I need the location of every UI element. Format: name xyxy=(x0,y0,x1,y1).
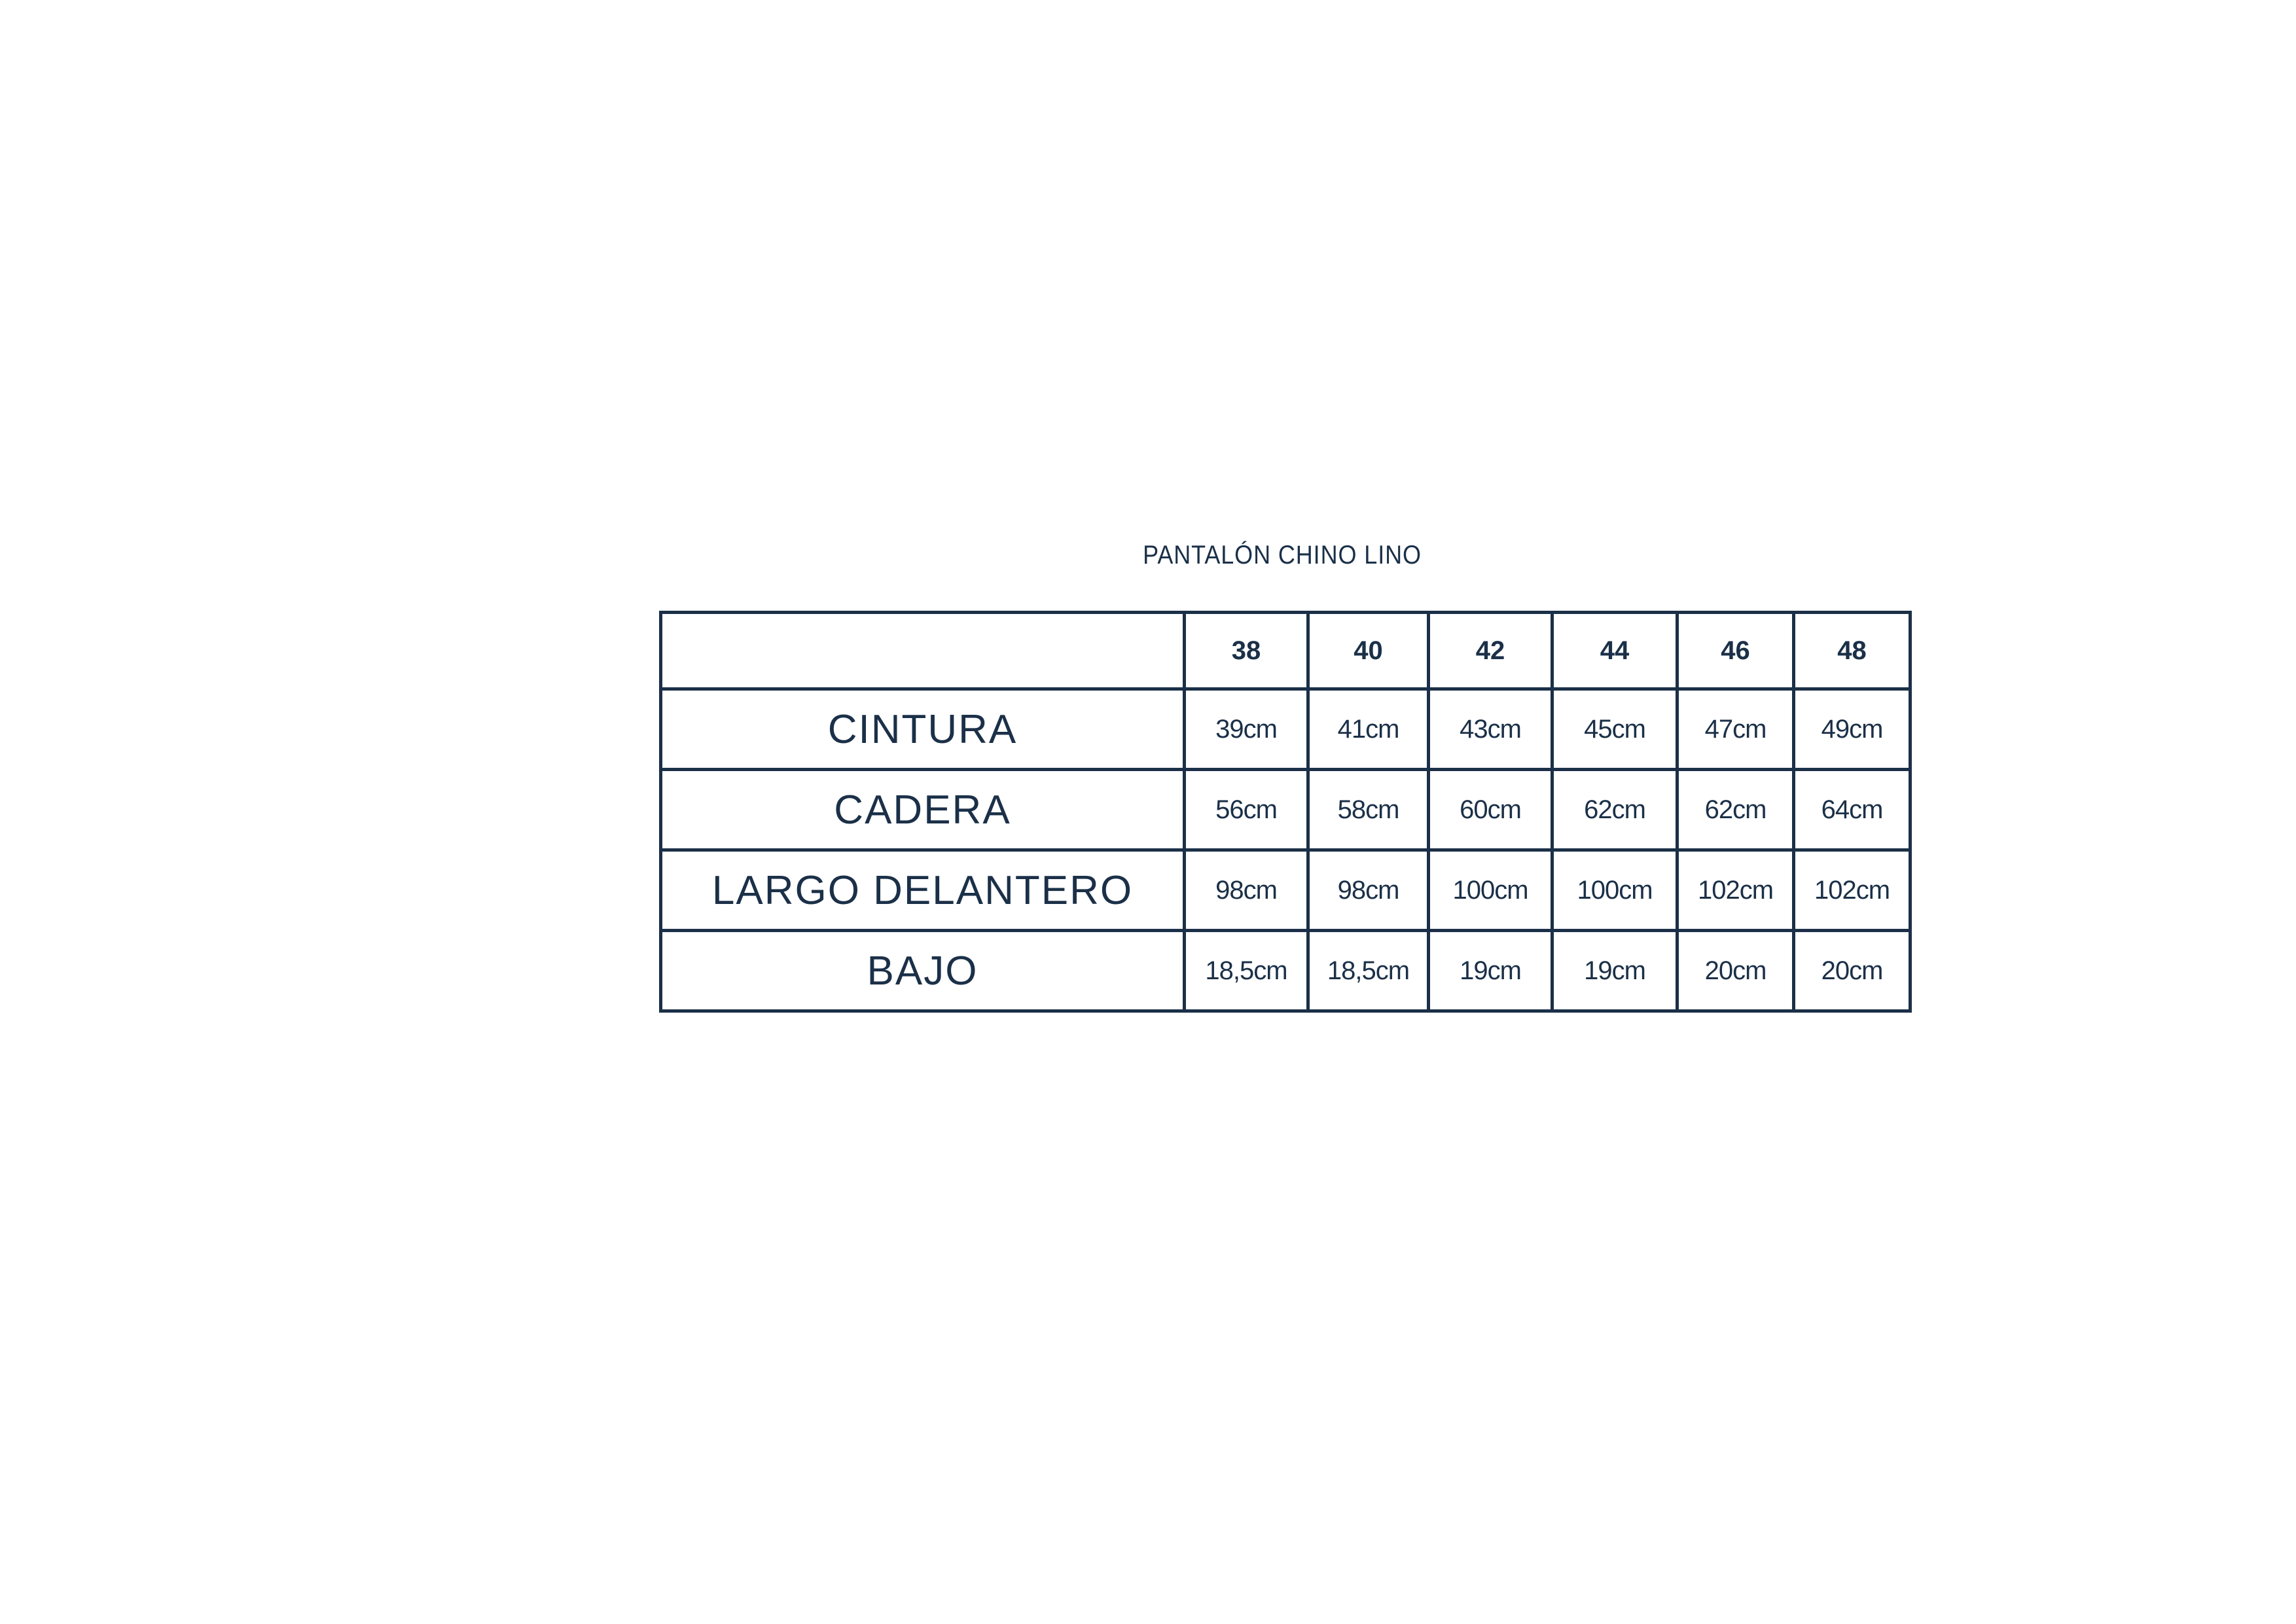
size-header: 40 xyxy=(1306,611,1430,691)
table-row: CADERA 56cm 58cm 60cm 62cm 62cm 64cm xyxy=(659,768,1912,852)
measurement-value: 18,5cm xyxy=(1183,929,1310,1013)
size-header: 46 xyxy=(1676,611,1795,691)
size-chart-table: 38 40 42 44 46 48 CINTURA 39cm 41cm 43cm 45c… xyxy=(659,611,1912,1013)
header-row: 38 40 42 44 46 48 xyxy=(659,611,1912,691)
measurement-label: CADERA xyxy=(659,768,1186,852)
measurement-value: 43cm xyxy=(1427,687,1554,771)
measurement-value: 64cm xyxy=(1792,768,1912,852)
size-header: 38 xyxy=(1183,611,1310,691)
measurement-value: 39cm xyxy=(1183,687,1310,771)
page-title: PANTALÓN CHINO LINO xyxy=(1143,541,1422,569)
table-row: BAJO 18,5cm 18,5cm 19cm 19cm 20cm 20cm xyxy=(659,929,1912,1013)
measurement-value: 62cm xyxy=(1551,768,1679,852)
measurement-value: 41cm xyxy=(1306,687,1430,771)
measurement-value: 60cm xyxy=(1427,768,1554,852)
measurement-value: 100cm xyxy=(1551,848,1679,932)
measurement-value: 100cm xyxy=(1427,848,1554,932)
measurement-value: 98cm xyxy=(1183,848,1310,932)
measurement-value: 102cm xyxy=(1676,848,1795,932)
measurement-value: 19cm xyxy=(1427,929,1554,1013)
measurement-value: 19cm xyxy=(1551,929,1679,1013)
size-header: 48 xyxy=(1792,611,1912,691)
size-header: 44 xyxy=(1551,611,1679,691)
measurement-value: 20cm xyxy=(1792,929,1912,1013)
measurement-label: CINTURA xyxy=(659,687,1186,771)
measurement-value: 58cm xyxy=(1306,768,1430,852)
size-header: 42 xyxy=(1427,611,1554,691)
measurement-value: 98cm xyxy=(1306,848,1430,932)
measurement-value: 47cm xyxy=(1676,687,1795,771)
measurement-value: 20cm xyxy=(1676,929,1795,1013)
measurement-value: 18,5cm xyxy=(1306,929,1430,1013)
table-row: LARGO DELANTERO 98cm 98cm 100cm 100cm 102cm 10… xyxy=(659,848,1912,932)
measurement-label: BAJO xyxy=(659,929,1186,1013)
measurement-value: 62cm xyxy=(1676,768,1795,852)
measurement-value: 102cm xyxy=(1792,848,1912,932)
measurement-value: 45cm xyxy=(1551,687,1679,771)
measurement-label: LARGO DELANTERO xyxy=(659,848,1186,932)
measurement-value: 49cm xyxy=(1792,687,1912,771)
table-row: CINTURA 39cm 41cm 43cm 45cm 47cm 49cm xyxy=(659,687,1912,771)
measurement-value: 56cm xyxy=(1183,768,1310,852)
corner-cell xyxy=(659,611,1186,691)
